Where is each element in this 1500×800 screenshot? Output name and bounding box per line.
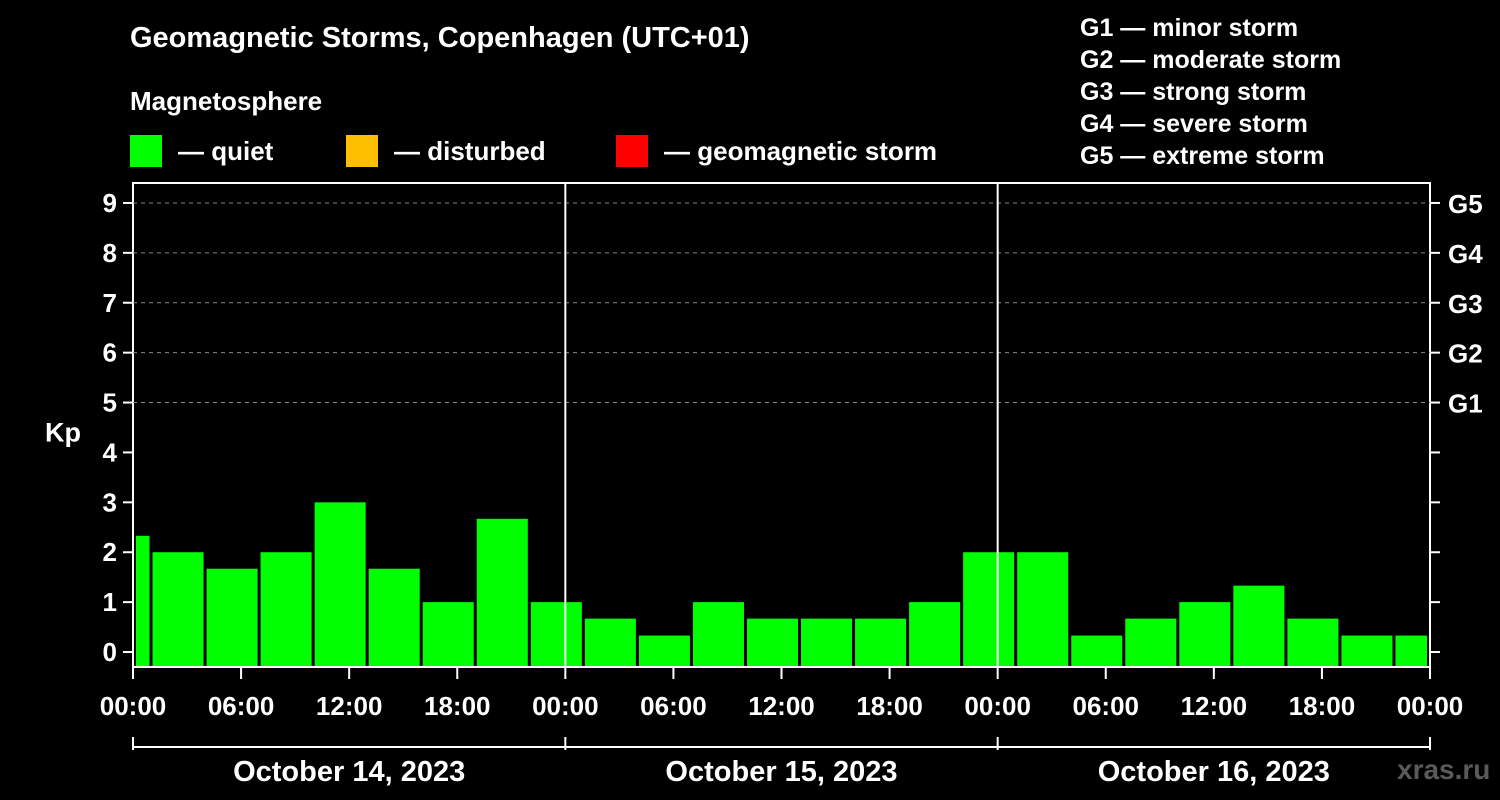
x-tick-label: 00:00 xyxy=(100,691,167,721)
x-tick-label: 06:00 xyxy=(208,691,275,721)
storm-scale-g2: G2 — moderate storm xyxy=(1080,46,1342,74)
x-tick-label: 18:00 xyxy=(424,691,491,721)
kp-bar xyxy=(1287,618,1339,666)
kp-bar xyxy=(746,618,799,666)
kp-bar xyxy=(855,618,907,666)
date-label: October 14, 2023 xyxy=(233,756,465,788)
x-tick-label: 00:00 xyxy=(1397,691,1464,721)
storm-scale-g3: G3 — strong storm xyxy=(1080,78,1307,106)
y-tick-label: 3 xyxy=(103,487,117,517)
y-tick-label: 0 xyxy=(103,637,117,667)
legend-item-disturbed: — disturbed xyxy=(346,134,546,168)
legend-swatch-disturbed xyxy=(346,135,378,167)
kp-bar xyxy=(136,535,150,666)
y-tick-label: 4 xyxy=(103,437,118,467)
storm-scale-g1: G1 — minor storm xyxy=(1080,14,1299,42)
kp-bar xyxy=(1341,635,1393,666)
chart-title: Geomagnetic Storms, Copenhagen (UTC+01) xyxy=(130,22,750,54)
kp-bar xyxy=(476,518,528,666)
g-level-label: G5 xyxy=(1448,189,1483,219)
y-tick-label: 5 xyxy=(103,388,117,418)
y-tick-label: 7 xyxy=(103,288,117,318)
watermark: xras.ru xyxy=(1397,754,1491,785)
kp-bar xyxy=(1017,552,1069,666)
kp-bar xyxy=(314,502,366,666)
kp-bar xyxy=(1071,635,1123,666)
kp-bar xyxy=(1395,635,1427,666)
kp-bar xyxy=(1233,585,1285,666)
kp-bar xyxy=(422,602,474,666)
y-tick-label: 9 xyxy=(103,188,117,218)
x-tick-label: 00:00 xyxy=(532,691,599,721)
g-level-label: G4 xyxy=(1448,239,1483,269)
x-tick-label: 06:00 xyxy=(1073,691,1140,721)
g-level-label: G1 xyxy=(1448,389,1483,419)
legend-subtitle: Magnetosphere xyxy=(130,86,323,116)
legend-item-quiet: — quiet xyxy=(130,134,273,168)
x-tick-label: 18:00 xyxy=(1289,691,1356,721)
y-tick-label: 8 xyxy=(103,238,117,268)
legend-label-quiet: — quiet xyxy=(178,135,274,166)
storm-scale-g4: G4 — severe storm xyxy=(1080,110,1308,138)
x-tick-label: 12:00 xyxy=(1181,691,1248,721)
x-tick-label: 12:00 xyxy=(748,691,815,721)
kp-bar xyxy=(692,602,744,666)
kp-bar xyxy=(1125,618,1177,666)
storm-scale-legend: G1 — minor storm G2 — moderate storm G3 … xyxy=(1080,12,1341,172)
kp-bar xyxy=(1179,602,1231,666)
legend-label-disturbed: — disturbed xyxy=(394,135,546,166)
g-level-label: G2 xyxy=(1448,339,1483,369)
y-tick-label: 2 xyxy=(103,537,117,567)
kp-bar xyxy=(584,618,636,666)
kp-bar xyxy=(801,618,853,666)
x-tick-label: 12:00 xyxy=(316,691,383,721)
g-level-label: G3 xyxy=(1448,289,1483,319)
date-label: October 15, 2023 xyxy=(665,756,897,788)
kp-bar xyxy=(206,568,258,666)
x-tick-label: 00:00 xyxy=(964,691,1031,721)
date-label: October 16, 2023 xyxy=(1098,756,1330,788)
kp-bar xyxy=(530,602,582,666)
kp-bar xyxy=(909,602,961,666)
kp-bar xyxy=(963,552,1015,666)
legend-swatch-quiet xyxy=(130,135,162,167)
legend-label-storm: — geomagnetic storm xyxy=(664,135,938,166)
kp-bar xyxy=(152,552,204,666)
y-axis-title: Kp xyxy=(45,417,81,447)
kp-bar xyxy=(638,635,690,666)
kp-bar xyxy=(260,552,312,666)
legend-item-storm: — geomagnetic storm xyxy=(616,134,937,168)
storm-scale-g5: G5 — extreme storm xyxy=(1080,142,1325,170)
x-tick-label: 06:00 xyxy=(640,691,707,721)
kp-bar xyxy=(368,568,420,666)
legend-swatch-storm xyxy=(616,135,648,167)
x-tick-label: 18:00 xyxy=(856,691,923,721)
y-tick-label: 1 xyxy=(103,587,117,617)
y-tick-label: 6 xyxy=(103,338,117,368)
